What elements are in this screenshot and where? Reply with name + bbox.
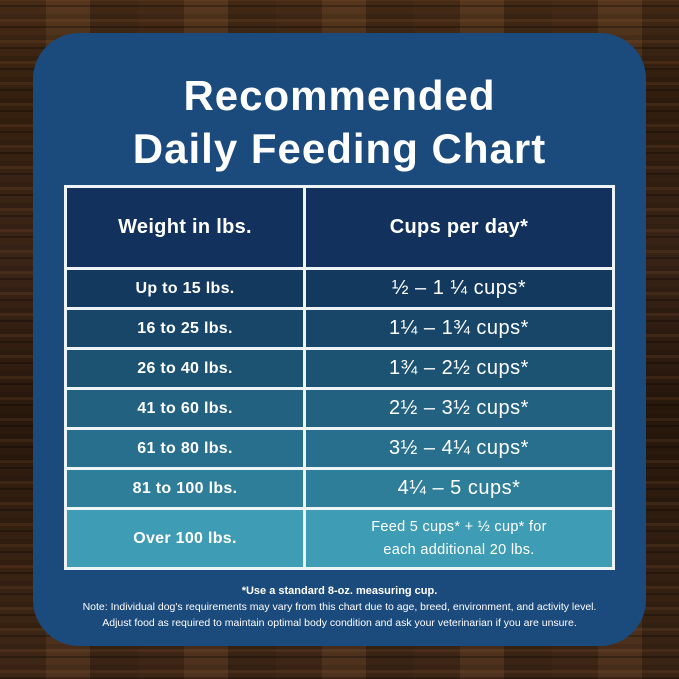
chart-title-line2: Daily Feeding Chart — [132, 125, 547, 173]
table-row-weight: Over 100 lbs. — [67, 510, 303, 567]
feeding-chart-panel: Recommended Daily Feeding Chart Weight i… — [33, 33, 646, 646]
table-row-cups: 1¾ – 2½ cups* — [306, 350, 612, 387]
footnote-note-line2: Adjust food as required to maintain opti… — [102, 616, 577, 629]
table-row-cups: 4¼ – 5 cups* — [306, 470, 612, 507]
table-row-weight: 41 to 60 lbs. — [67, 390, 303, 427]
chart-title: Recommended Daily Feeding Chart — [33, 69, 646, 176]
feeding-table: Weight in lbs. Cups per day* Up to 15 lb… — [64, 185, 615, 570]
column-header-cups: Cups per day* — [306, 188, 612, 267]
table-row-cups: Feed 5 cups* + ½ cup* for each additiona… — [306, 510, 612, 567]
table-row-weight: 16 to 25 lbs. — [67, 310, 303, 347]
footnotes: *Use a standard 8-oz. measuring cup. Not… — [43, 585, 636, 631]
table-row-weight: 81 to 100 lbs. — [67, 470, 303, 507]
footnote-note-line1: Note: Individual dog's requirements may … — [82, 601, 597, 613]
table-row-cups: ½ – 1 ¼ cups* — [306, 270, 612, 307]
chart-title-line1: Recommended — [183, 72, 496, 119]
table-row-cups: 3½ – 4¼ cups* — [306, 430, 612, 467]
table-row-weight: 61 to 80 lbs. — [67, 430, 303, 467]
table-row-weight: 26 to 40 lbs. — [67, 350, 303, 387]
table-row-cups: 2½ – 3½ cups* — [306, 390, 612, 427]
column-header-weight: Weight in lbs. — [67, 188, 303, 267]
table-row-cups: 1¼ – 1¾ cups* — [306, 310, 612, 347]
footnote-measuring-cup: *Use a standard 8-oz. measuring cup. — [241, 585, 438, 597]
table-row-weight: Up to 15 lbs. — [67, 270, 303, 307]
